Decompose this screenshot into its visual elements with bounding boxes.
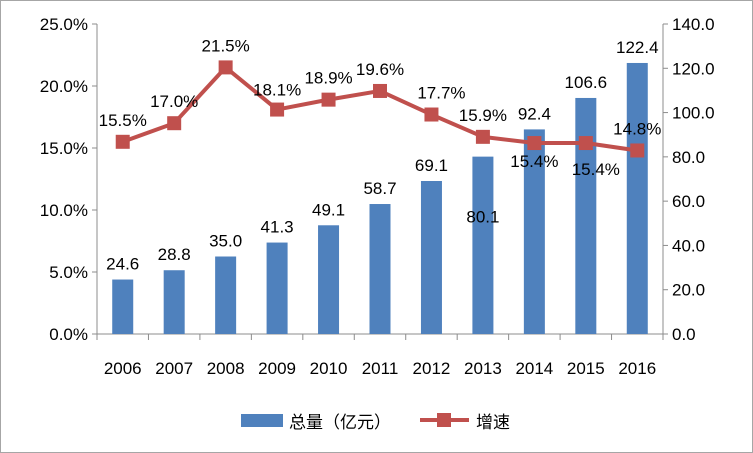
growth-line [122,65,638,153]
right-tick-label: 140.0 [672,15,715,34]
x-tick-label: 2013 [464,359,502,378]
line-series [115,60,645,158]
bar-series [112,62,648,334]
bar-data-label: 69.1 [415,156,448,175]
x-tick-label: 2007 [155,359,193,378]
line-marker [321,92,336,107]
left-tick-label: 5.0% [49,263,88,282]
line-marker [373,83,387,98]
right-tick-label: 100.0 [672,104,715,123]
x-tick-label: 2009 [258,359,296,378]
line-marker [578,136,593,151]
line-data-label: 15.9% [459,106,507,125]
axes: 0.0% 5.0% 10.0% 15.0% 20.0% 25.0% 0.0 20.0 40.0 6… [40,15,715,378]
x-tick-label: 2015 [567,359,605,378]
line-marker [115,134,130,149]
line-data-label: 18.1% [253,81,301,100]
bar-data-label: 80.1 [466,208,499,227]
bar-data-label: 122.4 [616,38,659,57]
right-tick-label: 20.0 [672,281,705,300]
bar-data-label: 41.3 [261,218,294,237]
x-tick-label: 2011 [362,359,399,378]
left-tick-label: 0.0% [49,325,88,344]
legend-label-line: 增速 [476,413,510,433]
bar-data-label: 35.0 [209,232,242,251]
left-tick-label: 20.0% [40,77,88,96]
line-data-label: 15.4% [572,160,620,179]
left-tick-label: 15.0% [40,139,88,158]
right-tick-label: 60.0 [672,192,705,211]
bar [318,225,340,334]
bar-data-label: 24.6 [106,255,139,274]
x-tick-label: 2016 [618,359,656,378]
bar [215,256,237,334]
line-marker [424,107,439,122]
left-tick-label: 25.0% [40,15,88,34]
x-tick-label: 2010 [310,359,348,378]
bar [420,180,442,334]
bar [523,129,545,334]
bar [575,97,597,334]
right-tick-label: 120.0 [672,59,715,78]
bar [112,279,134,334]
x-tick-label: 2014 [515,359,553,378]
bar-data-label: 28.8 [158,245,191,264]
data-labels: 24.6 28.8 35.0 41.3 49.1 58.7 69.1 80.1 92.4 106.… [99,36,662,273]
bar [163,270,185,334]
line-marker [630,143,645,158]
right-tick-label: 40.0 [672,236,705,255]
line-data-label: 15.5% [99,111,147,130]
bar [472,156,494,334]
line-data-label: 15.4% [510,152,558,171]
line-data-label: 19.6% [356,60,404,79]
line-data-label: 21.5% [202,36,250,55]
legend-swatch-marker [437,413,451,427]
legend: 总量（亿元） 增速 [241,413,510,433]
right-tick-label: 80.0 [672,148,705,167]
line-marker [218,60,233,75]
bar [266,242,288,334]
x-tick-label: 2008 [207,359,245,378]
line-data-label: 17.7% [417,84,465,103]
line-marker [270,102,285,117]
right-tick-label: 0.0 [672,325,696,344]
bar-data-label: 106.6 [565,73,608,92]
x-tick-label: 2012 [413,359,451,378]
bar [626,62,648,334]
line-marker [527,136,542,151]
line-data-label: 18.9% [304,69,352,88]
bar-data-label: 58.7 [363,179,396,198]
line-data-label: 17.0% [150,92,198,111]
legend-swatch-bar [241,414,283,427]
line-marker [167,116,182,131]
bar-data-label: 92.4 [518,104,551,123]
legend-label-bar: 总量（亿元） [289,413,391,433]
line-data-label: 14.8% [613,119,661,138]
bar [369,204,391,334]
line-marker [475,129,490,144]
left-tick-label: 10.0% [40,201,88,220]
x-tick-label: 2006 [104,359,142,378]
bar-data-label: 49.1 [312,200,345,219]
